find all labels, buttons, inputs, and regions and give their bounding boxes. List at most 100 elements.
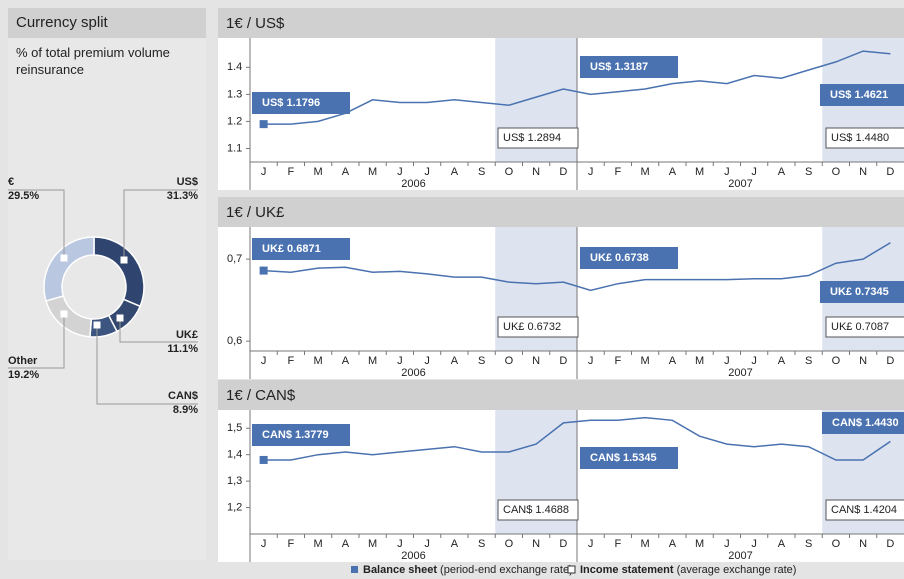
x-tick-label: D <box>559 355 567 367</box>
period-end-label: UK£ 0.6738 <box>590 252 649 264</box>
y-tick-label: 1,5 <box>227 422 242 434</box>
x-tick-label: J <box>261 538 267 550</box>
x-tick-label: A <box>669 355 677 367</box>
x-tick-label: D <box>886 355 894 367</box>
chart-title: 1€ / US$ <box>226 15 285 32</box>
svg-text:Balance sheet (period-end exch: Balance sheet (period-end exchange rate) <box>363 564 573 576</box>
period-end-box <box>822 412 904 434</box>
period-end-label: CAN$ 1.4430 <box>832 417 899 429</box>
x-tick-label: M <box>695 166 704 178</box>
segment-label: Other <box>8 355 38 367</box>
x-tick-label: J <box>588 166 594 178</box>
average-label: CAN$ 1.4688 <box>503 504 569 516</box>
x-tick-label: S <box>478 538 485 550</box>
x-tick-label: D <box>559 166 567 178</box>
period-end-label: CAN$ 1.3779 <box>262 429 329 441</box>
x-tick-label: J <box>588 355 594 367</box>
x-tick-label: J <box>397 166 403 178</box>
leader-line <box>8 189 65 258</box>
year-label: 2007 <box>728 367 752 379</box>
x-tick-label: F <box>288 166 295 178</box>
leader-dot <box>93 321 101 329</box>
x-tick-label: S <box>478 355 485 367</box>
chart-header <box>218 197 904 227</box>
start-marker <box>259 455 268 464</box>
x-tick-label: D <box>886 538 894 550</box>
x-tick-label: S <box>805 166 812 178</box>
x-tick-label: M <box>368 538 377 550</box>
average-label: UK£ 0.6732 <box>503 321 561 333</box>
x-tick-label: N <box>859 355 867 367</box>
x-tick-label: J <box>751 355 757 367</box>
x-tick-label: F <box>615 538 622 550</box>
x-tick-label: N <box>532 538 540 550</box>
period-end-label: US$ 1.4621 <box>830 89 888 101</box>
segment-label: CAN$ <box>168 390 198 402</box>
x-tick-label: S <box>805 355 812 367</box>
x-tick-label: J <box>751 166 757 178</box>
x-tick-label: A <box>451 355 459 367</box>
x-tick-label: A <box>669 538 677 550</box>
average-box <box>497 316 579 338</box>
rate-line <box>263 416 891 461</box>
x-tick-label: J <box>724 355 730 367</box>
x-tick-label: M <box>368 166 377 178</box>
segment-label: € <box>8 176 14 188</box>
average-label: UK£ 0.7087 <box>831 321 889 333</box>
x-tick-label: J <box>724 166 730 178</box>
left-panel <box>8 8 206 560</box>
leader-dot <box>60 254 68 262</box>
period-end-box <box>580 447 678 469</box>
panel-title: Currency split <box>16 14 109 31</box>
x-tick-label: J <box>397 355 403 367</box>
year-label: 2006 <box>401 367 425 379</box>
period-end-box <box>820 84 904 106</box>
x-tick-label: A <box>342 538 350 550</box>
period-end-label: UK£ 0.6871 <box>262 243 321 255</box>
period-end-box <box>252 238 350 260</box>
year-label: 2007 <box>728 550 752 562</box>
y-tick-label: 1,4 <box>227 449 242 461</box>
x-tick-label: A <box>669 166 677 178</box>
average-box <box>825 127 904 149</box>
average-label: US$ 1.2894 <box>503 132 561 144</box>
x-tick-label: O <box>505 166 514 178</box>
panel-subtitle-box: % of total premium volume reinsurance <box>16 45 170 77</box>
x-tick-label: F <box>288 538 295 550</box>
x-tick-label: D <box>559 538 567 550</box>
donut-segment <box>43 236 95 302</box>
legend-label: Income statement <box>580 564 674 576</box>
leader-line <box>123 189 198 260</box>
chart-title: 1€ / UK£ <box>226 204 285 221</box>
x-tick-label: O <box>505 538 514 550</box>
legend-note: (period-end exchange rate) <box>440 564 573 576</box>
x-tick-label: J <box>261 166 267 178</box>
x-tick-label: M <box>314 355 323 367</box>
x-tick-label: M <box>641 166 650 178</box>
period-end-label: UK£ 0.7345 <box>830 286 889 298</box>
average-box <box>825 499 904 521</box>
y-tick-label: 1,2 <box>227 501 242 513</box>
period-end-box <box>580 56 678 78</box>
period-end-label: US$ 1.1796 <box>262 97 320 109</box>
x-tick-label: O <box>832 355 841 367</box>
period-end-box <box>580 247 678 269</box>
average-box <box>497 499 579 521</box>
x-tick-label: M <box>641 538 650 550</box>
y-tick-label: 0,7 <box>227 253 242 265</box>
segment-label: UK£ <box>176 329 198 341</box>
segment-value: 19.2% <box>8 369 39 381</box>
year-label: 2006 <box>401 178 425 190</box>
segment-value: 8.9% <box>173 404 198 416</box>
x-tick-label: A <box>342 166 350 178</box>
x-tick-label: O <box>832 538 841 550</box>
x-tick-label: J <box>397 538 403 550</box>
x-tick-label: J <box>751 538 757 550</box>
x-tick-label: D <box>886 166 894 178</box>
chart-header <box>218 380 904 410</box>
start-marker <box>259 120 268 129</box>
y-tick-label: 1.3 <box>227 88 242 100</box>
start-marker <box>259 266 268 275</box>
x-tick-label: M <box>641 355 650 367</box>
